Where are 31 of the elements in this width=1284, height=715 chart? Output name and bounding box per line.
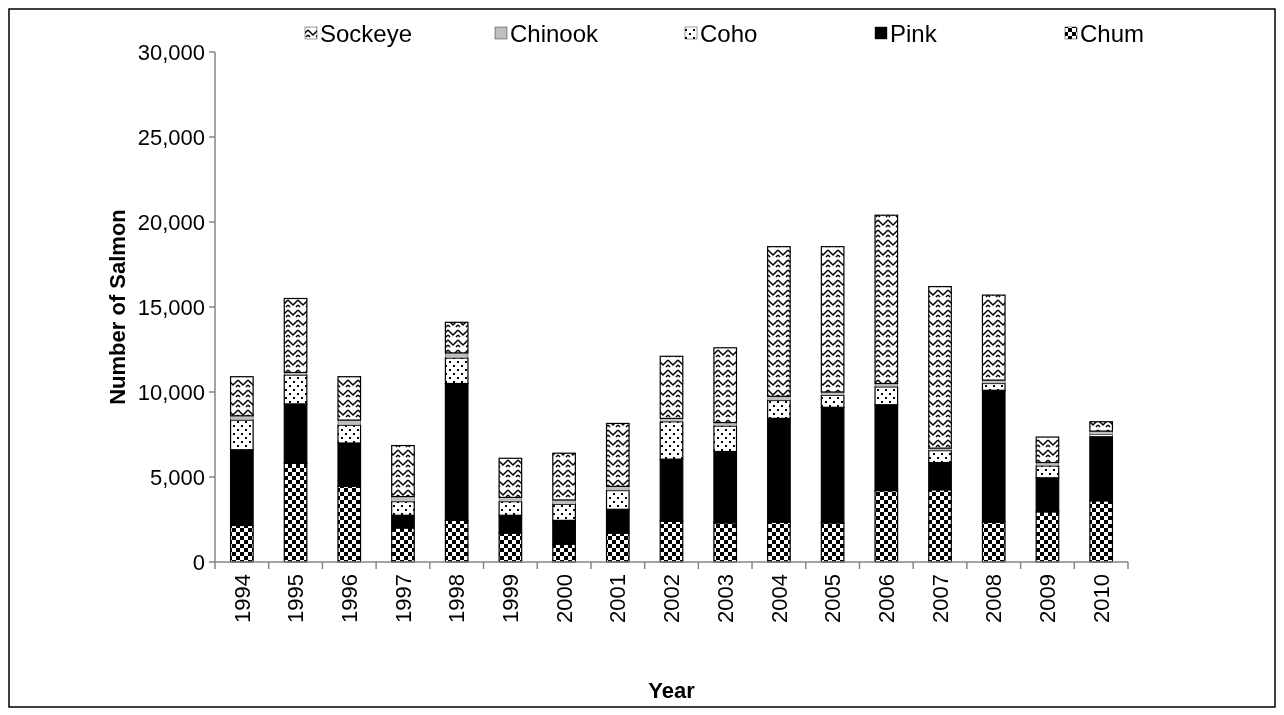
- x-tick-label: 2009: [1035, 574, 1061, 623]
- y-tick-label: 20,000: [137, 209, 205, 235]
- y-tick-label: 15,000: [137, 294, 205, 320]
- x-axis-title: Year: [648, 678, 696, 703]
- y-tick-label: 0: [192, 549, 205, 575]
- legend-label: Coho: [700, 20, 758, 48]
- x-tick-label: 2003: [712, 574, 738, 623]
- x-tick-label: 2007: [927, 574, 953, 623]
- y-tick-label: 25,000: [137, 124, 205, 150]
- legend-label: Pink: [890, 20, 938, 48]
- x-tick-label: 2005: [820, 574, 846, 623]
- legend-label: Chum: [1080, 20, 1145, 48]
- x-tick-label: 1994: [229, 574, 255, 623]
- x-tick-label: 1997: [390, 574, 416, 623]
- x-tick-label: 2006: [874, 574, 900, 623]
- x-tick-label: 2002: [659, 574, 685, 623]
- x-tick-label: 1995: [283, 574, 309, 623]
- x-tick-label: 1998: [444, 574, 470, 623]
- y-axis-title: Number of Salmon: [105, 209, 130, 405]
- x-tick-label: 2000: [551, 574, 577, 623]
- legend-label: Sockeye: [320, 20, 413, 48]
- x-tick-label: 2004: [766, 574, 792, 623]
- y-tick-label: 10,000: [137, 379, 205, 405]
- x-tick-label: 2008: [981, 574, 1007, 623]
- x-tick-label: 2010: [1088, 574, 1114, 623]
- x-tick-label: 1999: [498, 574, 524, 623]
- x-tick-label: 1996: [336, 574, 362, 623]
- y-tick-label: 30,000: [137, 39, 205, 65]
- legend-label: Chinook: [510, 20, 600, 48]
- x-tick-label: 2001: [605, 574, 631, 623]
- y-tick-label: 5,000: [149, 464, 205, 490]
